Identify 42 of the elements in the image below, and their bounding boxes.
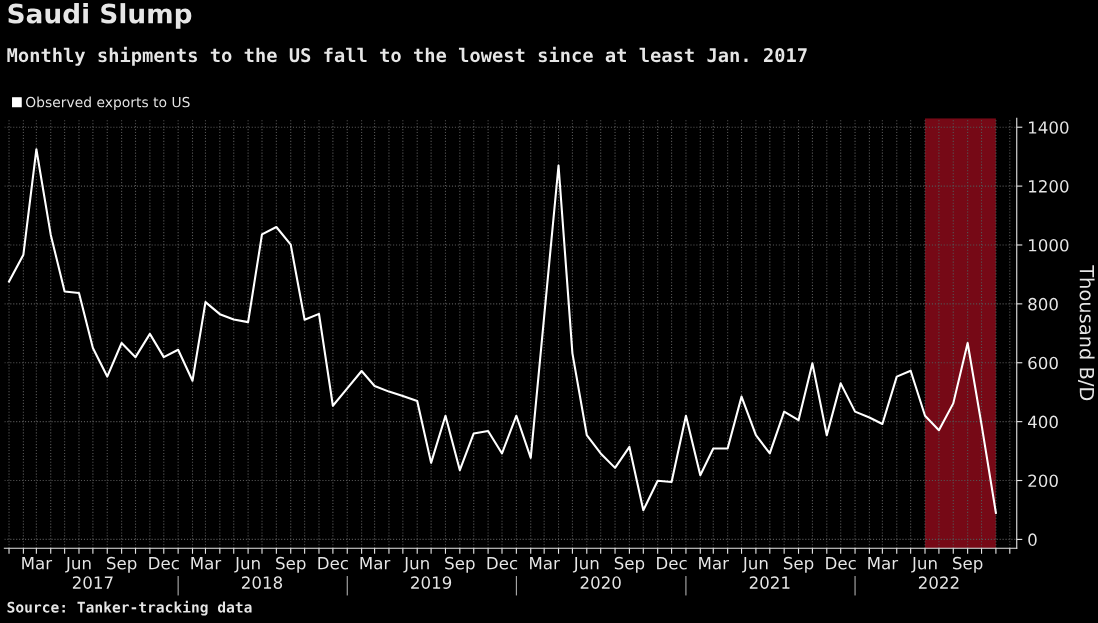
x-tick-label: Dec [487, 557, 518, 570]
y-tick-label: 200 [1028, 474, 1058, 488]
x-tick-label: Sep [783, 556, 814, 573]
x-tick-label: Mar [22, 557, 53, 570]
y-axis-title: Thousand B/D [1078, 265, 1095, 401]
x2-tick-label: 2019 [411, 576, 452, 589]
x-tick-label: Mar [360, 557, 391, 570]
y-tick-label: 0 [1028, 533, 1037, 546]
x-tick-label: Jun [742, 557, 768, 573]
x2-tick-label: 2020 [580, 576, 621, 589]
x-tick-label: Mar [868, 557, 899, 570]
x-tick-label: Jun [572, 557, 599, 573]
y-tick-label: 400 [1027, 415, 1058, 429]
x-tick-label: Mar [530, 557, 560, 570]
x-tick-label: Jun [911, 557, 937, 573]
x2-tick-label: 2017 [72, 576, 113, 589]
legend-label: Observed exports to US [26, 96, 190, 111]
x-tick-label: Mar [699, 557, 729, 570]
x-tick-label: Sep [445, 556, 475, 573]
x-tick-label: Dec [826, 557, 856, 570]
y-tick-label: 1400 [1029, 121, 1069, 134]
x2-tick-label: 2021 [749, 576, 790, 589]
x-tick-label: Jun [234, 557, 260, 573]
x-tick-label: Dec [149, 557, 179, 570]
x2-tick-label: 2018 [242, 576, 283, 589]
y-tick-label: 800 [1028, 297, 1058, 311]
x-tick-label: Sep [107, 556, 137, 573]
x-tick-label: Jun [403, 557, 429, 573]
x-tick-label: Dec [657, 557, 687, 570]
x-tick-label: Sep [614, 556, 645, 573]
source-note: Source: Tanker-tracking data [7, 600, 252, 616]
y-tick-label: 600 [1028, 356, 1058, 370]
chart-title: Saudi Slump [8, 3, 192, 29]
y-tick-label: 1200 [1029, 180, 1069, 193]
x2-tick-label: 2022 [918, 576, 959, 589]
x-tick-label: Dec [318, 557, 348, 570]
chart-subtitle: Monthly shipments to the US fall to the lowest since at least Jan. 2017 [7, 46, 807, 66]
x-tick-label: Jun [65, 557, 91, 573]
x-tick-label: Sep [953, 556, 983, 573]
x-tick-label: Mar [191, 557, 222, 570]
y-tick-label: 1000 [1029, 238, 1069, 252]
x-tick-label: Sep [276, 556, 306, 573]
